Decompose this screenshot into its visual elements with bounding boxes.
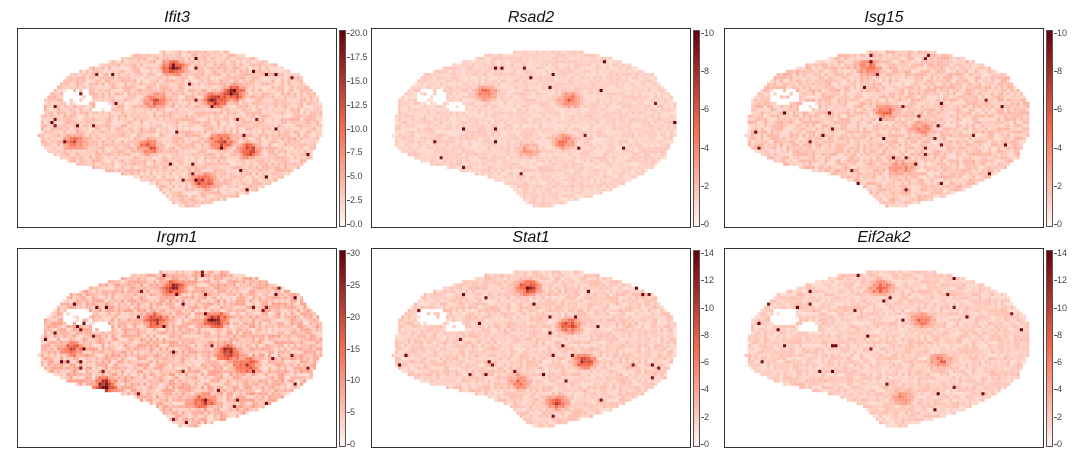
colorbar-tick: 0 (1053, 439, 1063, 449)
colorbar-tick: 7.5 (347, 147, 363, 158)
colorbar-tick: 4 (1053, 142, 1063, 153)
colorbar-tick: 10 (1053, 28, 1068, 38)
panel-title: Eif2ak2 (857, 229, 911, 246)
colorbar-tick: 5.0 (347, 171, 363, 182)
colorbar-tick: 6 (1053, 357, 1063, 368)
colorbar-tick: 2 (700, 411, 710, 422)
spot-layer (744, 50, 1030, 208)
colorbar-tick: 6 (700, 104, 710, 115)
colorbar-tick: 15 (346, 343, 361, 354)
colorbar-ticks: 30 25 20 15 10 5 0 (346, 248, 390, 449)
colorbar (693, 250, 700, 447)
spatial-plot (371, 248, 691, 448)
colorbar-tick: 12 (1053, 275, 1068, 286)
colorbar-tick: 10 (700, 28, 715, 38)
colorbar-tick: 10.0 (347, 123, 368, 134)
colorbar-ticks: 10 8 6 4 2 0 (700, 28, 744, 229)
colorbar-tick: 2 (1053, 180, 1063, 191)
colorbar-ticks: 10 8 6 4 2 0 (1053, 28, 1080, 229)
colorbar-tick: 5 (346, 407, 356, 418)
spot-layer (37, 270, 323, 428)
panel-title: Irgm1 (156, 229, 198, 246)
panel-title: Isg15 (864, 9, 904, 26)
colorbar-tick: 0 (700, 219, 710, 229)
colorbar-tick: 8 (700, 66, 710, 77)
colorbar-tick: 0.0 (347, 219, 363, 229)
colorbar-tick: 0 (1053, 219, 1063, 229)
colorbar-tick: 4 (700, 142, 710, 153)
colorbar-tick: 2 (700, 180, 710, 191)
colorbar (1046, 30, 1053, 227)
spot-layer (744, 270, 1030, 428)
panel-title: Rsad2 (507, 9, 555, 26)
colorbar-ticks: 14 12 10 8 6 4 2 0 (1053, 248, 1080, 449)
colorbar-tick: 30 (346, 248, 361, 258)
colorbar-tick: 14 (700, 248, 715, 258)
tissue-map (37, 270, 323, 428)
spot-layer (391, 270, 677, 428)
colorbar-tick: 10 (346, 375, 361, 386)
colorbar-tick: 10 (1053, 302, 1068, 313)
panel-title: Ifit3 (164, 9, 190, 26)
colorbar-tick: 12.5 (347, 99, 368, 110)
colorbar-tick: 6 (1053, 104, 1063, 115)
tissue-map (391, 270, 677, 428)
colorbar-tick: 14 (1053, 248, 1068, 258)
spot-layer (37, 50, 323, 208)
colorbar-tick: 0 (346, 439, 356, 449)
spatial-plot (17, 28, 337, 228)
colorbar-tick: 25 (346, 279, 361, 290)
colorbar-tick: 20 (346, 311, 361, 322)
colorbar (693, 30, 700, 227)
colorbar-tick: 12 (700, 275, 715, 286)
tissue-map (744, 270, 1030, 428)
colorbar-tick: 8 (1053, 66, 1063, 77)
spatial-plot (17, 248, 337, 448)
panel-title: Stat1 (512, 229, 550, 246)
colorbar (339, 250, 346, 447)
colorbar-tick: 6 (700, 357, 710, 368)
colorbar-tick: 0 (700, 439, 710, 449)
colorbar-ticks: 20.0 17.5 15.0 12.5 10.0 7.5 5.0 2.5 0.0 (347, 28, 390, 229)
colorbar-tick: 20.0 (347, 28, 368, 38)
spatial-plot (724, 28, 1044, 228)
colorbar-tick: 2.5 (347, 195, 363, 206)
colorbar (339, 30, 346, 227)
colorbar-tick: 8 (700, 329, 710, 340)
tissue-map (37, 50, 323, 208)
spatial-plot (724, 248, 1044, 448)
colorbar-tick: 17.5 (347, 51, 368, 62)
spot-layer (391, 50, 677, 208)
colorbar-tick: 4 (700, 384, 710, 395)
colorbar-tick: 8 (1053, 329, 1063, 340)
colorbar-tick: 10 (700, 302, 715, 313)
tissue-map (744, 50, 1030, 208)
tissue-map (391, 50, 677, 208)
colorbar-tick: 4 (1053, 384, 1063, 395)
colorbar-ticks: 14 12 10 8 6 4 2 0 (700, 248, 744, 449)
spatial-plot (371, 28, 691, 228)
colorbar (1046, 250, 1053, 447)
colorbar-tick: 15.0 (347, 75, 368, 86)
colorbar-tick: 2 (1053, 411, 1063, 422)
